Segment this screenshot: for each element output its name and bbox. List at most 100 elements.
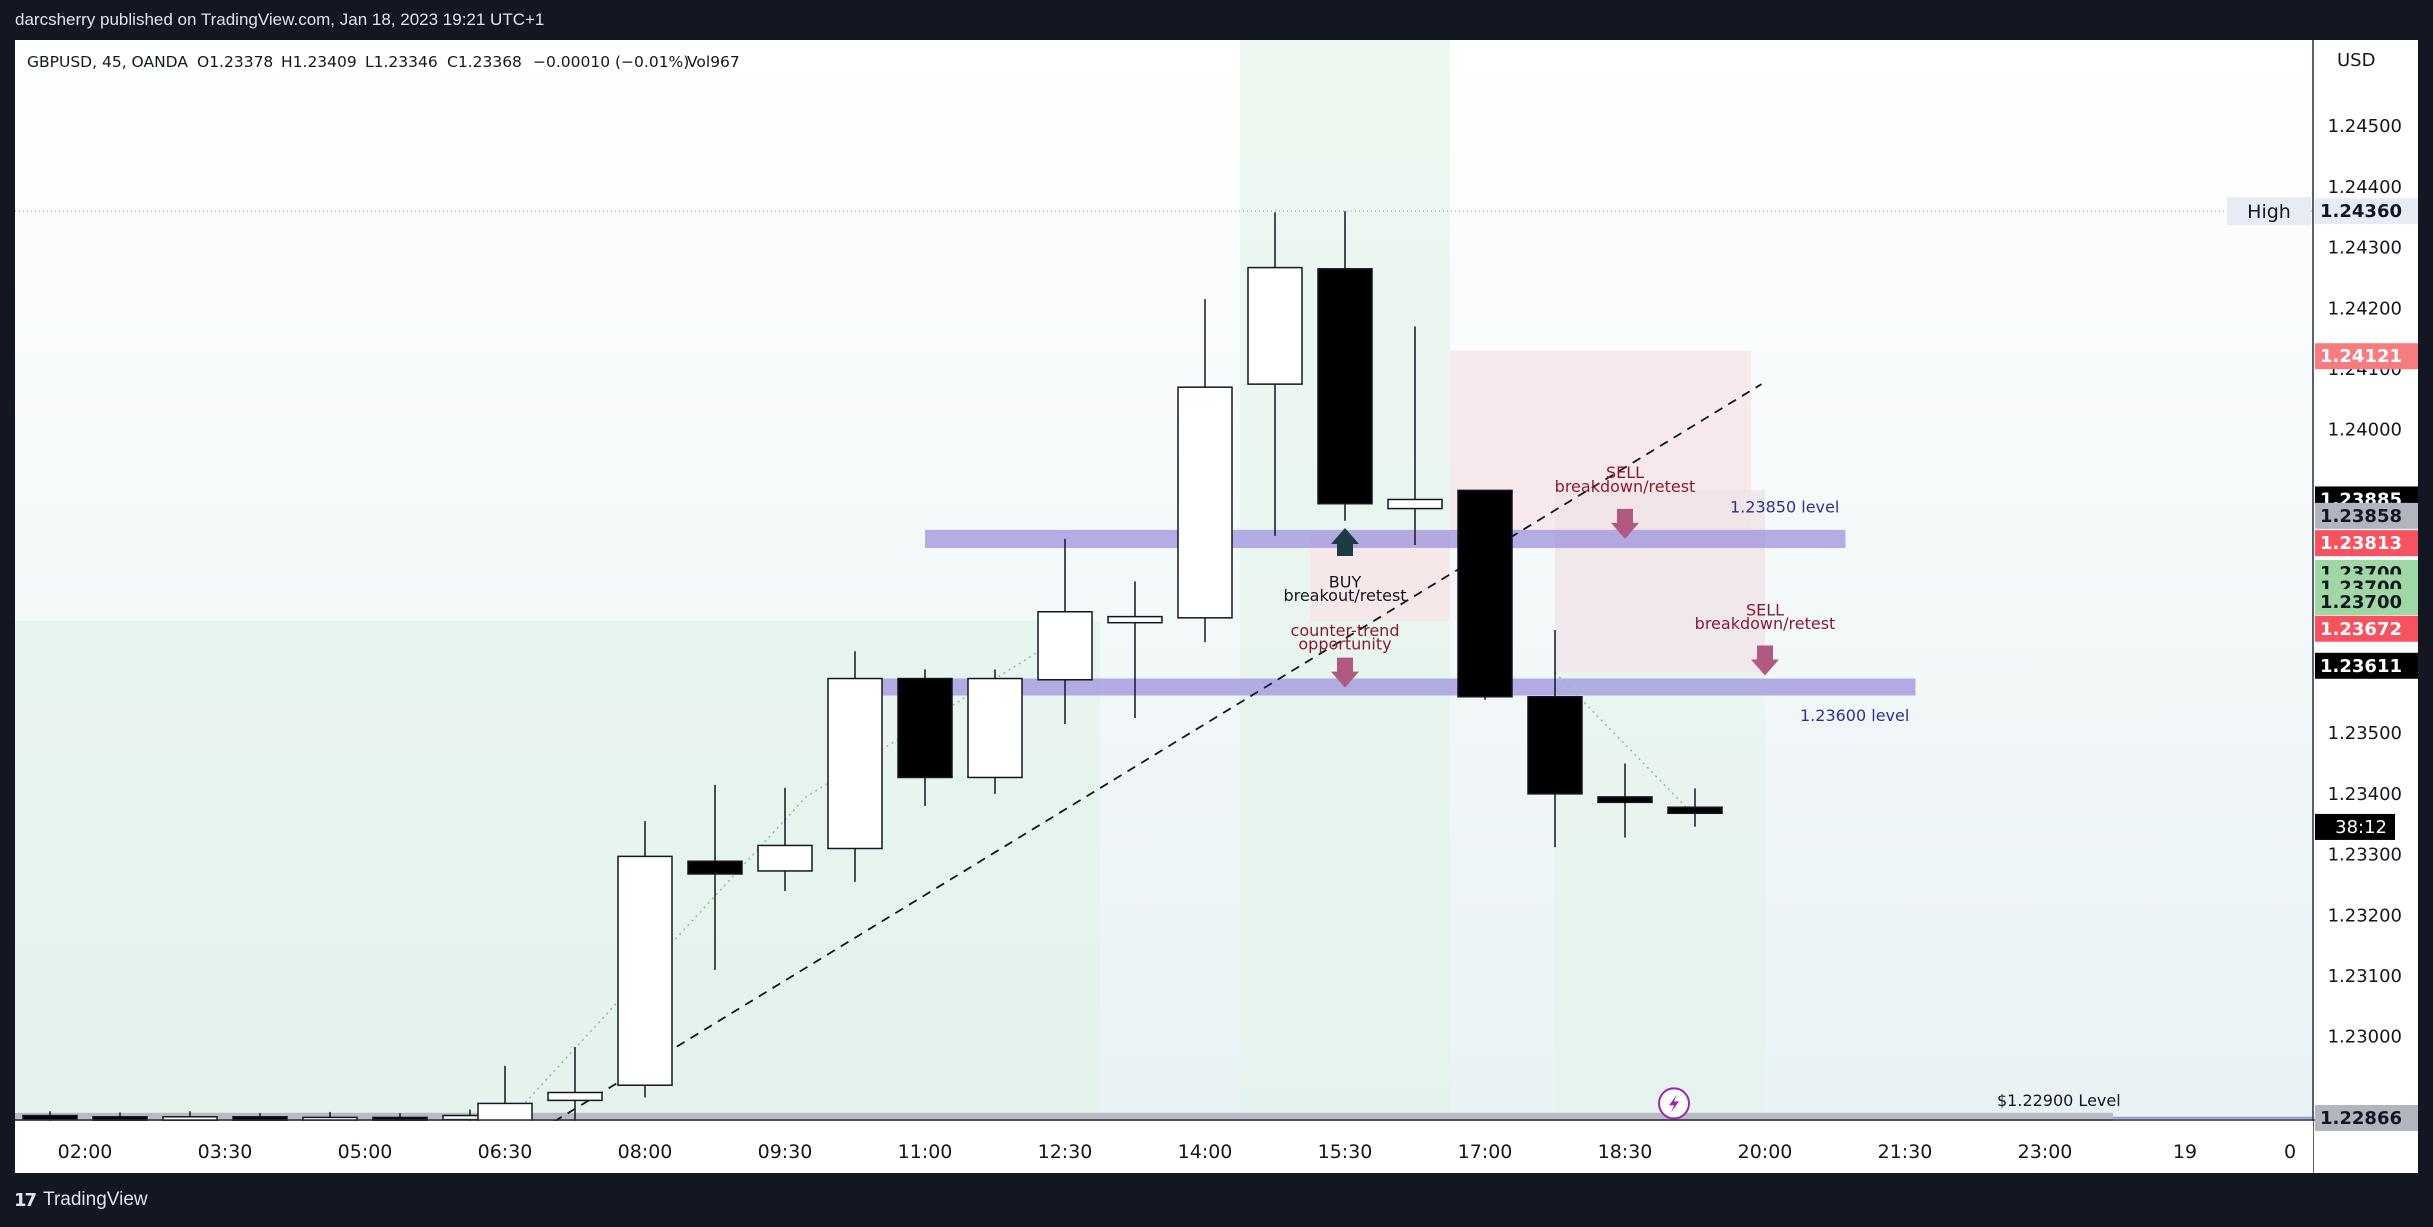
candle[interactable] [757,787,813,891]
time-axis[interactable] [15,1121,2313,1173]
x-tick-label: 14:00 [1178,1141,1233,1163]
price-label-bg [2315,615,2418,642]
x-tick-label: 05:00 [338,1141,393,1163]
y-tick-label: 1.24400 [2328,177,2402,198]
candle-body-up [1037,611,1093,681]
candle-body-up [162,1116,218,1122]
candle[interactable] [1247,212,1303,536]
candle[interactable] [617,821,673,1098]
y-tick-label: 1.24300 [2328,238,2402,259]
candle-body-up [1107,615,1163,624]
footer: 𝟭𝟳 TradingView [0,1173,2433,1227]
y-tick-label: 1.23000 [2328,1027,2402,1048]
price-label-text: 1.22866 [2320,1108,2402,1129]
legend-low: L1.23346 [365,53,438,71]
candle[interactable] [1317,211,1373,521]
candle-body-down [897,677,953,779]
candle[interactable] [897,669,953,807]
candle[interactable] [1177,299,1233,643]
price-label-text: 1.24360 [2320,201,2402,222]
candle-body-down [687,860,743,875]
price-label-text: 1.23611 [2320,656,2402,677]
publisher-line: darcsherry published on TradingView.com,… [15,10,545,29]
y-tick-label: 1.23400 [2328,784,2402,805]
price-label-bg [2315,502,2418,529]
price-label: 1.23672 [2315,615,2418,642]
price-label: 1.23858 [2315,502,2418,529]
candle[interactable] [1667,788,1723,827]
x-tick-label: 03:30 [198,1141,253,1163]
x-tick-label: 19 [2173,1141,2197,1163]
buy-sub-label: breakout/retest [1283,586,1406,605]
price-label-text: 1.24121 [2320,346,2402,367]
price-label-bg [2315,1105,2418,1131]
chart-frame[interactable]: High $1.22900 Level 1.23850 level 1.23600 … [15,40,2418,1173]
price-label-bg [2315,343,2418,370]
candle-body-down [22,1114,78,1121]
sell-label-1: SELL [1606,463,1644,482]
sell-arrow-1 [1611,508,1639,539]
pink-shade-3 [1555,490,1765,673]
candle[interactable] [827,651,883,882]
zone-1.23850 [925,529,1846,549]
candle[interactable] [1107,581,1163,718]
legend-change: −0.00010 (−0.01%) [533,53,689,71]
candle[interactable] [1457,489,1513,700]
counter-sub-label: opportunity [1298,634,1391,653]
session-shade-right [1555,672,1765,1120]
price-label-text: 1.23858 [2320,506,2402,527]
candle-body-up [1177,386,1233,619]
y-tick-label: 1.23500 [2328,723,2402,744]
candle-body-up [477,1102,533,1123]
down-arrow-icon [1611,508,1639,539]
candle-body-down [232,1116,288,1122]
bottom-level-band [15,1112,2113,1122]
price-label-bg [2315,198,2418,225]
y-tick-label: 1.23300 [2328,845,2402,866]
legend-symbol: GBPUSD, 45, OANDA [27,53,188,71]
candle[interactable] [967,669,1023,794]
currency-label: USD [2337,50,2375,71]
countdown-bg [2315,813,2395,840]
candle[interactable] [1527,629,1583,848]
counter-label: counter-trend [1291,621,1400,640]
price-label-bg [2315,652,2418,679]
candle-body-down [1457,489,1513,698]
brand-name: TradingView [43,1189,148,1210]
tradingview-mark-icon: 𝟭𝟳 [14,1189,37,1210]
x-tick-label: 0 [2284,1141,2296,1163]
price-label: 1.23813 [2315,530,2418,557]
candle-body-down [1527,695,1583,795]
sell-arrow-2 [1751,645,1779,676]
candle-body-up [1247,266,1303,385]
candle-body-down [92,1116,148,1122]
x-tick-label: 09:30 [758,1141,813,1163]
candle[interactable] [687,784,743,970]
y-tick-label: 1.23100 [2328,966,2402,987]
x-tick-label: 06:30 [478,1141,533,1163]
candle[interactable] [1387,326,1443,545]
candle-body-up [967,677,1023,779]
y-tick-label: 1.24500 [2328,116,2402,137]
x-tick-label: 08:00 [618,1141,673,1163]
sell-label-2: SELL [1746,600,1784,619]
chart-canvas[interactable]: High $1.22900 Level 1.23850 level 1.23600 … [15,40,2418,1173]
publisher-bar: darcsherry published on TradingView.com,… [0,0,2433,40]
candle-body-up [827,677,883,850]
price-label-bg [2315,530,2418,557]
x-tick-label: 12:30 [1038,1141,1093,1163]
lightning-bolt-icon [1669,1094,1679,1113]
candle-body-up [1387,498,1443,510]
candle-body-down [1317,268,1373,505]
down-arrow-icon [1751,645,1779,676]
trend-line [553,383,1762,1123]
y-tick-label: 1.24200 [2328,298,2402,319]
candle-body-up [757,844,813,872]
down-arrow-icon [1331,657,1359,688]
candle[interactable] [1037,538,1093,725]
high-tag-bg [2227,197,2311,226]
tradingview-logo[interactable]: 𝟭𝟳 TradingView [14,1188,148,1212]
price-label-text: 1.23672 [2320,619,2402,640]
candle[interactable] [1597,763,1653,838]
price-label-text: 1.23813 [2320,533,2402,554]
